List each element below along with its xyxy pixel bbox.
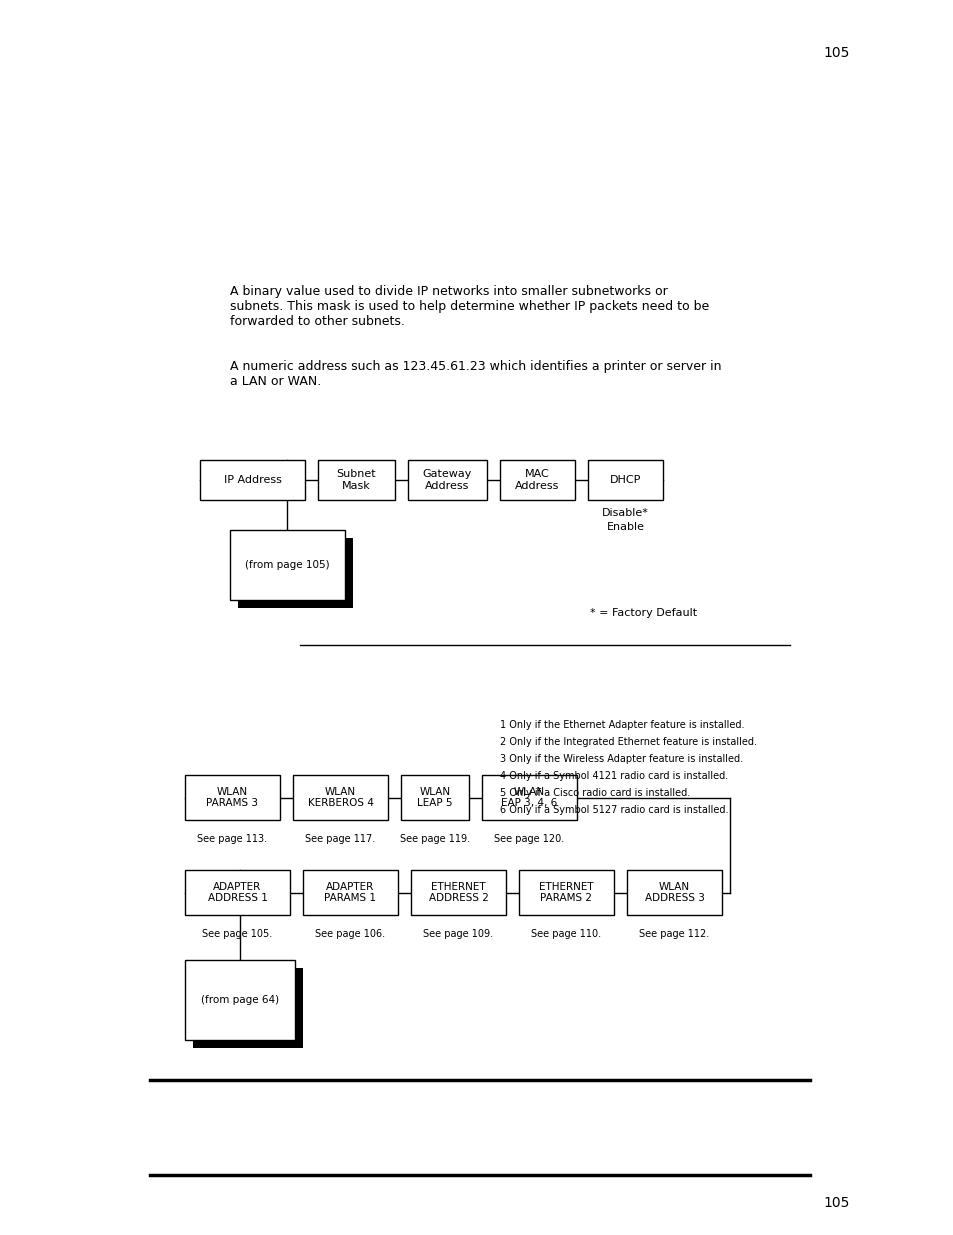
Bar [185, 776, 280, 820]
Text: * = Factory Default: * = Factory Default [589, 608, 697, 618]
Text: 105: 105 [822, 1195, 849, 1210]
Text: Enable: Enable [606, 522, 644, 532]
Text: 3 Only if the Wireless Adapter feature is installed.: 3 Only if the Wireless Adapter feature i… [499, 755, 742, 764]
Text: Gateway
Address: Gateway Address [422, 469, 472, 490]
Text: WLAN
KERBEROS 4: WLAN KERBEROS 4 [307, 787, 373, 808]
Text: See page 117.: See page 117. [305, 834, 375, 844]
Text: See page 110.: See page 110. [531, 929, 601, 939]
Text: 6 Only if a Symbol 5127 radio card is installed.: 6 Only if a Symbol 5127 radio card is in… [499, 805, 728, 815]
Text: WLAN
ADDRESS 3: WLAN ADDRESS 3 [644, 882, 703, 903]
Bar [237, 538, 353, 608]
Text: WLAN
PARAMS 3: WLAN PARAMS 3 [206, 787, 258, 808]
Bar [200, 459, 305, 500]
Text: See page 120.: See page 120. [494, 834, 564, 844]
Text: WLAN
LEAP 5: WLAN LEAP 5 [416, 787, 453, 808]
Text: (from page 105): (from page 105) [245, 559, 330, 571]
Text: Subnet
Mask: Subnet Mask [336, 469, 375, 490]
Bar [185, 960, 294, 1040]
Bar [411, 869, 505, 915]
Bar [499, 459, 575, 500]
Text: 5 Only if a Cisco radio card is installed.: 5 Only if a Cisco radio card is installe… [499, 788, 690, 798]
Text: IP Address: IP Address [223, 475, 281, 485]
Text: DHCP: DHCP [609, 475, 640, 485]
Text: ETHERNET
PARAMS 2: ETHERNET PARAMS 2 [538, 882, 593, 903]
Bar [518, 869, 614, 915]
Text: See page 113.: See page 113. [197, 834, 267, 844]
Bar [408, 459, 486, 500]
Bar [293, 776, 388, 820]
Bar [400, 776, 469, 820]
Bar [626, 869, 721, 915]
Text: 105: 105 [822, 46, 849, 61]
Text: Disable*: Disable* [601, 508, 648, 517]
Text: ADAPTER
ADDRESS 1: ADAPTER ADDRESS 1 [208, 882, 267, 903]
Text: See page 106.: See page 106. [315, 929, 385, 939]
Bar [587, 459, 662, 500]
Text: WLAN
EAP 3, 4, 6: WLAN EAP 3, 4, 6 [501, 787, 558, 808]
Text: A numeric address such as 123.45.61.23 which identifies a printer or server in
a: A numeric address such as 123.45.61.23 w… [230, 359, 720, 388]
Bar [193, 968, 303, 1049]
Bar [317, 459, 395, 500]
Text: See page 109.: See page 109. [423, 929, 493, 939]
Text: 2 Only if the Integrated Ethernet feature is installed.: 2 Only if the Integrated Ethernet featur… [499, 737, 757, 747]
Text: A binary value used to divide IP networks into smaller subnetworks or
subnets. T: A binary value used to divide IP network… [230, 285, 708, 329]
Text: ETHERNET
ADDRESS 2: ETHERNET ADDRESS 2 [428, 882, 488, 903]
Text: 4 Only if a Symbol 4121 radio card is installed.: 4 Only if a Symbol 4121 radio card is in… [499, 771, 727, 781]
Bar [481, 776, 577, 820]
Text: 1 Only if the Ethernet Adapter feature is installed.: 1 Only if the Ethernet Adapter feature i… [499, 720, 743, 730]
Text: (from page 64): (from page 64) [201, 995, 279, 1005]
Text: See page 105.: See page 105. [202, 929, 273, 939]
Text: See page 112.: See page 112. [639, 929, 709, 939]
Text: See page 119.: See page 119. [399, 834, 470, 844]
Bar [185, 869, 290, 915]
Text: MAC
Address: MAC Address [515, 469, 559, 490]
Bar [303, 869, 397, 915]
Text: ADAPTER
PARAMS 1: ADAPTER PARAMS 1 [324, 882, 376, 903]
Bar [230, 530, 345, 600]
